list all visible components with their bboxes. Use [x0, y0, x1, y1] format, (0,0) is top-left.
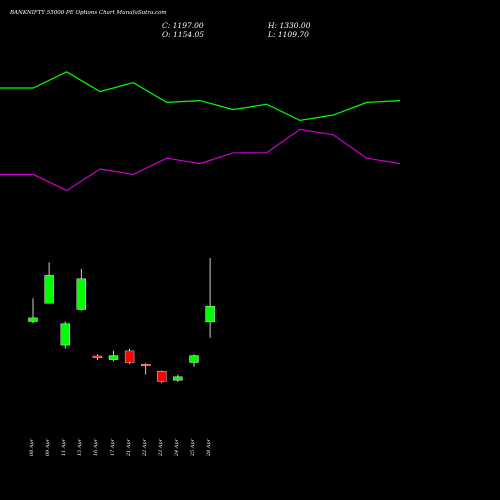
x-tick-label: 11 Apr — [61, 439, 68, 457]
candle-body — [28, 317, 38, 322]
candle-body — [108, 355, 119, 360]
candle-body — [173, 376, 183, 381]
line-series-2 — [0, 128, 401, 192]
x-tick-label: 22 Apr — [141, 439, 148, 457]
candle-body — [140, 364, 151, 366]
candle-body — [44, 275, 54, 304]
chart-title: BANKNIFTY 55000 PE Options Chart MunafaS… — [10, 10, 167, 16]
high-value: H: 1330.00 — [268, 21, 311, 30]
x-tick-label: 21 Apr — [125, 439, 132, 457]
open-value: O: 1154.05 — [162, 30, 205, 39]
x-tick-label: 24 Apr — [173, 439, 180, 457]
x-tick-label: 28 Apr — [206, 439, 213, 457]
candle-body — [124, 350, 135, 363]
x-tick-label: 15 Apr — [77, 439, 84, 457]
x-tick-label: 25 Apr — [190, 439, 196, 457]
candle-body — [92, 355, 103, 358]
x-tick-label: 08 Apr — [29, 439, 35, 457]
candle-body — [189, 355, 199, 363]
x-tick-label: 09 Apr — [45, 439, 52, 457]
line-series-1 — [0, 71, 401, 122]
candle-body — [205, 306, 215, 323]
low-value: L: 1109.70 — [268, 30, 309, 39]
x-tick-label: 16 Apr — [93, 439, 100, 457]
candle-body — [157, 371, 167, 382]
x-tick-label: 23 Apr — [157, 439, 164, 457]
candle-body — [76, 278, 87, 310]
candle-body — [60, 323, 70, 346]
close-value: C: 1197.00 — [162, 21, 204, 30]
x-tick-label: 17 Apr — [109, 439, 116, 457]
